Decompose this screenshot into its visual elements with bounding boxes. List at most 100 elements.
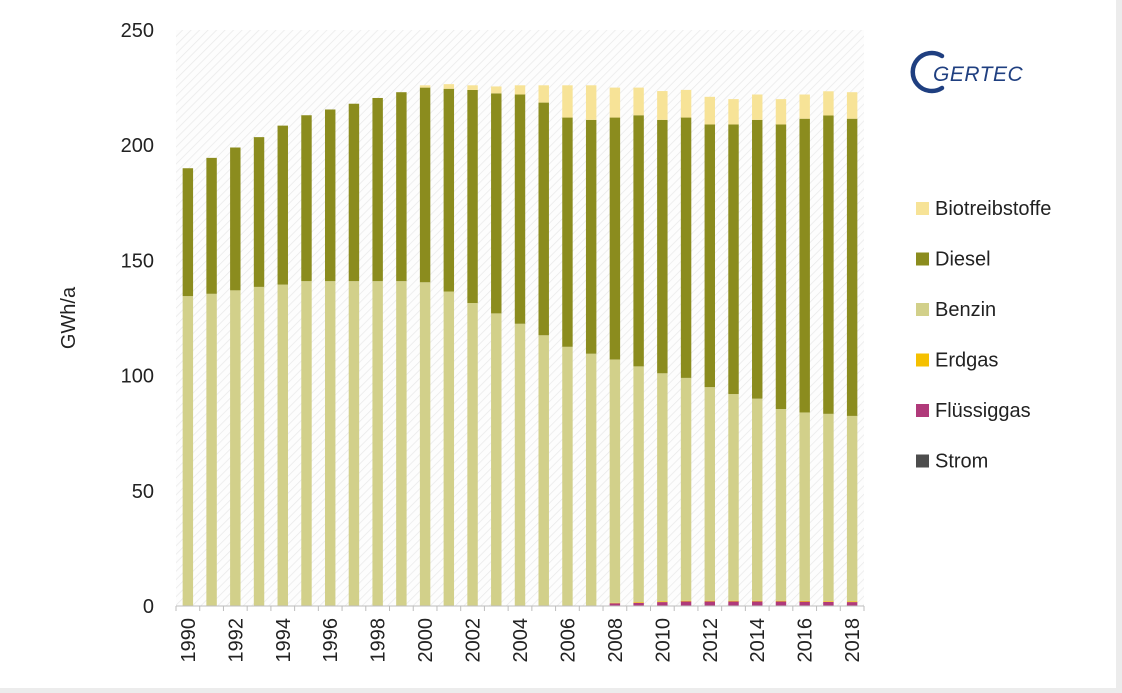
x-tick-label: 2018 bbox=[842, 618, 864, 663]
legend-swatch bbox=[916, 252, 929, 266]
bar-segment bbox=[206, 293, 217, 606]
y-tick-label: 50 bbox=[132, 481, 154, 503]
bar-segment bbox=[704, 124, 716, 388]
bar-segment bbox=[396, 92, 407, 282]
bar-segment bbox=[467, 89, 478, 304]
bar-segment bbox=[846, 601, 858, 603]
bar-segment bbox=[182, 168, 194, 297]
bar-segment bbox=[752, 398, 763, 601]
bar-segment bbox=[419, 87, 431, 283]
x-tick-label: 1994 bbox=[273, 618, 295, 663]
bar-segment bbox=[609, 359, 621, 603]
bar-segment bbox=[324, 109, 336, 282]
bar-segment bbox=[846, 92, 858, 119]
legend-swatch bbox=[916, 454, 929, 468]
bar-segment bbox=[752, 119, 763, 399]
bar-segment bbox=[253, 286, 265, 606]
bar-segment bbox=[728, 99, 739, 125]
bar-segment bbox=[562, 346, 573, 606]
logo-text: GERTEC bbox=[933, 63, 1023, 86]
bar-segment bbox=[680, 89, 692, 118]
bar-segment bbox=[277, 284, 288, 606]
x-tick-label: 1992 bbox=[225, 618, 247, 663]
legend-label: Erdgas bbox=[935, 350, 998, 372]
bar-segment bbox=[585, 119, 597, 354]
bar-segment bbox=[562, 85, 573, 118]
bar-segment bbox=[585, 353, 597, 606]
bar-segment bbox=[538, 335, 549, 606]
x-tick-label: 2004 bbox=[510, 618, 532, 663]
bar-segment bbox=[633, 87, 644, 116]
bar-segment bbox=[609, 117, 621, 360]
legend-swatch bbox=[916, 353, 929, 367]
bar-segment bbox=[609, 87, 621, 118]
bar-segment bbox=[823, 601, 834, 602]
bar-segment bbox=[728, 394, 739, 601]
bar-segment bbox=[704, 387, 716, 601]
bar-segment bbox=[633, 115, 644, 367]
bar-segment bbox=[728, 600, 739, 602]
bar-segment bbox=[704, 600, 716, 602]
bar-segment bbox=[491, 93, 502, 314]
y-axis: 0 50 100 150 200 250 bbox=[121, 20, 154, 618]
x-tick-label: 2014 bbox=[747, 618, 769, 663]
bar-segment bbox=[443, 84, 455, 89]
bar-segment bbox=[633, 366, 644, 603]
bar-segment bbox=[704, 96, 716, 125]
bar-segment bbox=[799, 118, 810, 413]
bar-segment bbox=[657, 91, 668, 120]
legend-label: Flüssiggas bbox=[935, 400, 1031, 422]
bar-segment bbox=[657, 601, 668, 603]
y-tick-label: 0 bbox=[143, 596, 154, 618]
x-axis: 1990 1992 1994 1996 1998 2000 2002 2004 2006 2008… bbox=[175, 605, 865, 663]
bar-segment bbox=[823, 601, 834, 606]
bar-segment bbox=[846, 118, 858, 416]
x-tick-label: 2012 bbox=[700, 618, 722, 663]
bar-segment bbox=[799, 412, 810, 601]
legend-swatch bbox=[916, 303, 929, 316]
bar-segment bbox=[538, 102, 549, 336]
legend-label: Diesel bbox=[935, 249, 991, 271]
x-tick-label: 1990 bbox=[178, 618, 200, 663]
x-tick-label: 2016 bbox=[795, 618, 817, 663]
x-tick-label: 1998 bbox=[368, 618, 390, 663]
bar-segment bbox=[396, 281, 407, 606]
bar-segment bbox=[752, 601, 763, 606]
bar-segment bbox=[799, 601, 810, 606]
bar-segment bbox=[680, 600, 692, 602]
x-tick-label: 2002 bbox=[463, 618, 485, 663]
bar-segment bbox=[538, 85, 549, 103]
bar-segment bbox=[253, 137, 265, 287]
bar-segment bbox=[419, 85, 431, 88]
legend-label: Biotreibstoffe bbox=[935, 198, 1051, 220]
bar-segment bbox=[775, 99, 787, 125]
bar-segment bbox=[775, 600, 787, 602]
gertec-logo: GERTEC bbox=[910, 50, 1023, 94]
x-tick-label: 2000 bbox=[415, 618, 437, 663]
bar-segment bbox=[657, 602, 668, 606]
bar-segment bbox=[657, 119, 668, 374]
bar-segment bbox=[680, 601, 692, 606]
bar-segment bbox=[823, 91, 834, 116]
bar-segment bbox=[775, 409, 787, 601]
bar-segment bbox=[728, 601, 739, 606]
bar-segment bbox=[704, 601, 716, 606]
bar-segment bbox=[301, 115, 312, 282]
bar-segment bbox=[752, 600, 763, 602]
legend: Biotreibstoffe Diesel Benzin Erdgas Flüssigg… bbox=[916, 198, 1051, 473]
bar-segment bbox=[846, 415, 858, 602]
legend-label: Benzin bbox=[935, 299, 996, 321]
y-axis-label: GWh/a bbox=[58, 286, 80, 349]
bar-segment bbox=[680, 117, 692, 378]
bar-segment bbox=[491, 86, 502, 94]
bar-segment bbox=[348, 281, 360, 606]
bar-segment bbox=[467, 303, 478, 606]
bar-segment bbox=[657, 373, 668, 602]
bar-segment bbox=[752, 94, 763, 120]
bar-segment bbox=[443, 88, 455, 292]
legend-swatch bbox=[916, 202, 929, 215]
x-tick-label: 2006 bbox=[557, 618, 579, 663]
bar-segment bbox=[823, 115, 834, 414]
